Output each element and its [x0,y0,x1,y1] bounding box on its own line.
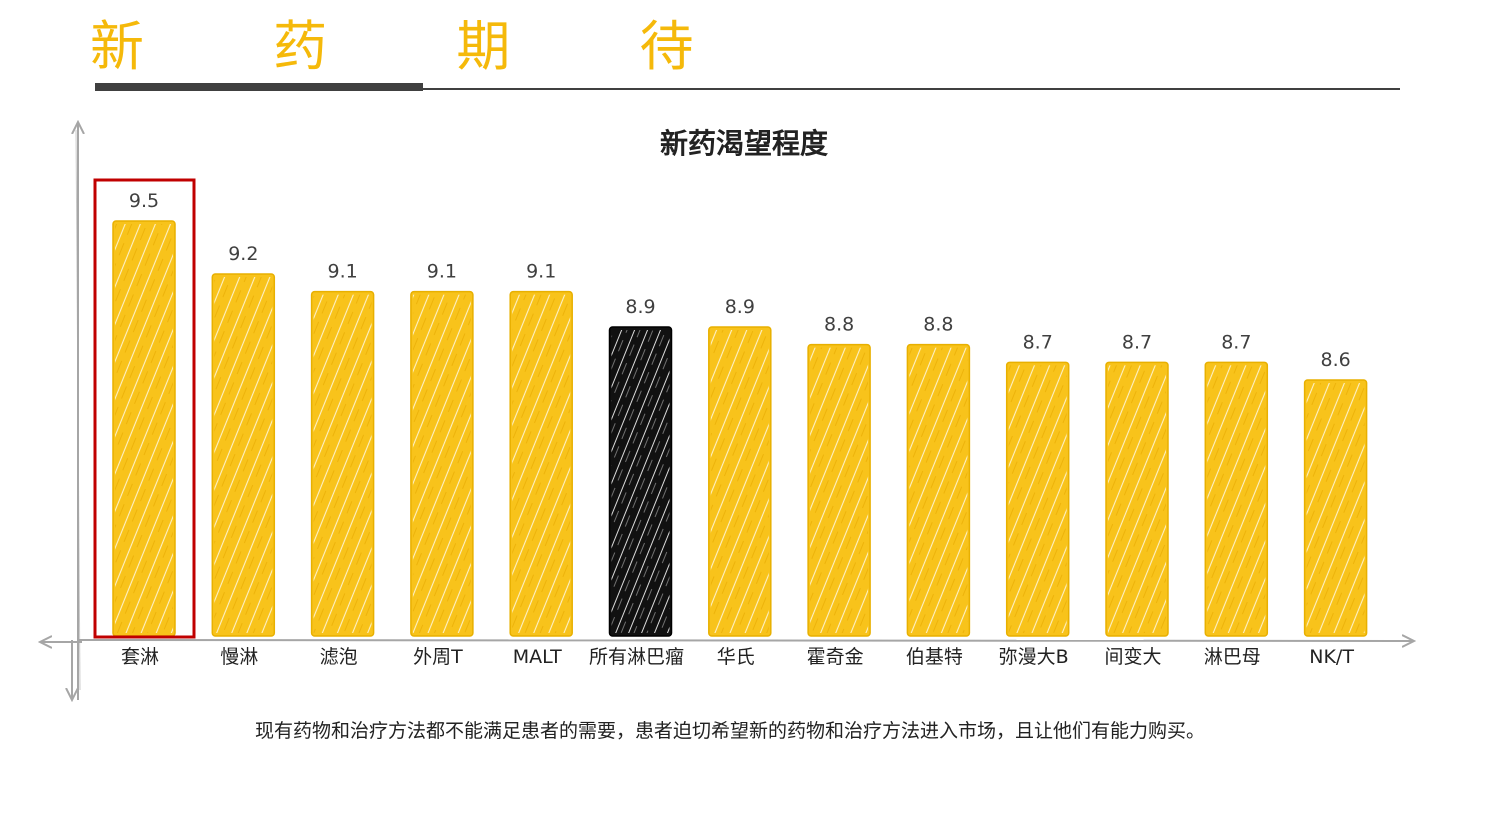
bar-hatch-4 [512,294,571,633]
value-label-7: 8.8 [824,314,854,336]
category-label-2: 滤泡 [320,646,358,668]
title-underline-thick [95,83,423,91]
value-label-1: 9.2 [228,243,258,265]
value-label-5: 8.9 [625,296,655,318]
value-label-3: 9.1 [427,261,457,283]
slide-title: 新 药 期 待 [90,15,750,78]
title-underline-thin [423,88,1400,90]
category-label-0: 套淋 [121,646,159,668]
category-label-10: 间变大 [1104,646,1161,668]
category-label-9: 弥漫大B [999,646,1069,668]
category-label-11: 淋巴母 [1204,646,1261,668]
bar-hatch-8 [909,347,968,633]
category-label-6: 华氏 [717,646,755,668]
bar-hatch-7 [810,347,869,633]
value-label-4: 9.1 [526,261,556,283]
bar-hatch-2 [313,294,372,633]
category-label-1: 慢淋 [220,646,258,668]
category-label-7: 霍奇金 [807,646,864,668]
x-axis-line [77,640,1414,641]
bar-hatch-12 [1306,383,1365,633]
bar-hatch-0 [115,224,173,633]
category-label-4: MALT [513,646,562,668]
bar-hatch-9 [1008,365,1067,633]
chart-caption: 现有药物和治疗方法都不能满足患者的需要，患者迫切希望新的药物和治疗方法进入市场，… [254,720,1205,742]
bar-hatch-5 [611,330,670,633]
value-label-6: 8.9 [725,296,755,318]
value-label-2: 9.1 [327,261,357,283]
bar-hatch-11 [1207,365,1266,633]
value-label-10: 8.7 [1122,331,1152,353]
value-label-0: 9.5 [129,190,159,212]
value-label-9: 8.7 [1023,331,1053,353]
bar-hatch-1 [214,277,273,633]
value-label-8: 8.8 [923,314,953,336]
bar-hatch-10 [1108,365,1166,633]
category-label-8: 伯基特 [906,646,963,668]
category-label-3: 外周T [413,646,463,668]
value-label-12: 8.6 [1320,349,1350,371]
bar-hatch-6 [710,330,769,633]
category-label-5: 所有淋巴瘤 [589,646,684,668]
bar-hatch-3 [412,294,471,633]
highlight-box [93,178,196,639]
chart-title: 新药渴望程度 [659,127,828,160]
y-axis-sketch-line [75,129,81,691]
category-label-12: NK/T [1309,646,1354,668]
value-label-11: 8.7 [1221,331,1251,353]
